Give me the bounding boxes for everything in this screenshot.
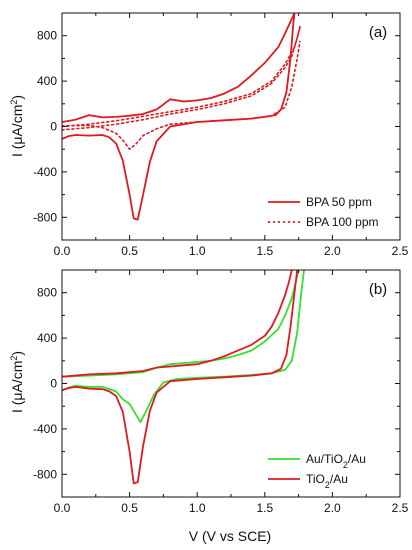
y-axis-label-close: ) (9, 95, 25, 100)
y-axis-label-text: I (μA/cm (9, 361, 25, 413)
legend-entry-label: TiO2/Au (306, 472, 348, 490)
x-axis-label: V (V vs SCE) (189, 528, 271, 544)
legend-entry-label: BPA 50 ppm (306, 195, 372, 209)
x-tick-label: 1.5 (256, 501, 273, 515)
x-tick-label: 1.5 (256, 244, 273, 258)
panel-a-legend: BPA 50 ppm BPA 100 ppm (268, 195, 379, 229)
legend-entry-text: BPA 50 ppm (306, 195, 372, 209)
y-tick-label: -800 (33, 467, 57, 481)
panel-b-label: (b) (369, 281, 387, 298)
y-tick-label: -400 (33, 422, 57, 436)
panel-b-lines (62, 270, 305, 485)
y-tick-label: 400 (37, 331, 57, 345)
x-tick-label: 1.0 (189, 244, 206, 258)
x-tick-label: 0.0 (54, 244, 71, 258)
panel-a-label: (a) (369, 24, 387, 41)
y-tick-label: -800 (33, 210, 57, 224)
series-line-2-branch-1 (62, 25, 301, 131)
y-tick-label: -400 (33, 165, 57, 179)
panel-a-y-axis-label: I (μA/cm2) (9, 95, 25, 157)
legend-entry-label: BPA 100 ppm (306, 215, 379, 229)
y-axis-label-text: I (μA/cm (9, 105, 25, 157)
series-line-2-branch-1 (62, 270, 293, 378)
panel-a: 0.0 0.5 1.0 1.5 2.0 2.5 -800 -400 0 400 800 (a) BP… (33, 12, 409, 258)
panel-b-ticks: 0.0 0.5 1.0 1.5 2.0 2.5 -800 -400 0 400 800 (33, 269, 409, 515)
legend-entry-tail: /Au (348, 452, 366, 466)
y-tick-label: 800 (37, 286, 57, 300)
panel-b: 0.0 0.5 1.0 1.5 2.0 2.5 -800 -400 0 400 800 (b) Au… (33, 269, 409, 515)
series-line-2-branch-2 (62, 27, 301, 128)
series-line-1-branch-1 (62, 270, 300, 378)
legend-entry-text: BPA 100 ppm (306, 215, 379, 229)
legend-entry-subscript: 2 (343, 460, 348, 470)
series-line-1-branch-1 (62, 13, 296, 123)
legend-entry-tail: /Au (330, 472, 348, 486)
y-tick-label: 800 (37, 29, 57, 43)
y-axis-label-close: ) (9, 351, 25, 356)
x-tick-label: 2.0 (324, 244, 341, 258)
series-line-2-branch-2 (62, 270, 299, 485)
y-axis-label-superscript: 2 (9, 356, 19, 361)
legend-entry-subscript: 2 (325, 480, 330, 490)
x-tick-label: 1.0 (189, 501, 206, 515)
x-tick-label: 0.5 (121, 244, 138, 258)
y-tick-label: 400 (37, 74, 57, 88)
series-line-1-branch-2 (62, 13, 296, 221)
series-line-1-branch-2 (62, 270, 305, 423)
x-tick-label: 2.0 (324, 501, 341, 515)
x-tick-label: 2.5 (392, 501, 409, 515)
panel-b-y-axis-label: I (μA/cm2) (9, 351, 25, 413)
panel-a-ticks: 0.0 0.5 1.0 1.5 2.0 2.5 -800 -400 0 400 800 (33, 12, 409, 258)
legend-entry-text: Au/TiO (306, 452, 343, 466)
x-tick-label: 2.5 (392, 244, 409, 258)
y-tick-label: 0 (50, 377, 57, 391)
series-line-2-branch-3 (62, 40, 301, 150)
y-tick-label: 0 (50, 120, 57, 134)
x-tick-label: 0.5 (121, 501, 138, 515)
y-axis-label-superscript: 2 (9, 100, 19, 105)
x-tick-label: 0.0 (54, 501, 71, 515)
panel-a-lines (62, 13, 301, 221)
legend-entry-text: TiO (306, 472, 325, 486)
legend-entry-label: Au/TiO2/Au (306, 452, 366, 470)
